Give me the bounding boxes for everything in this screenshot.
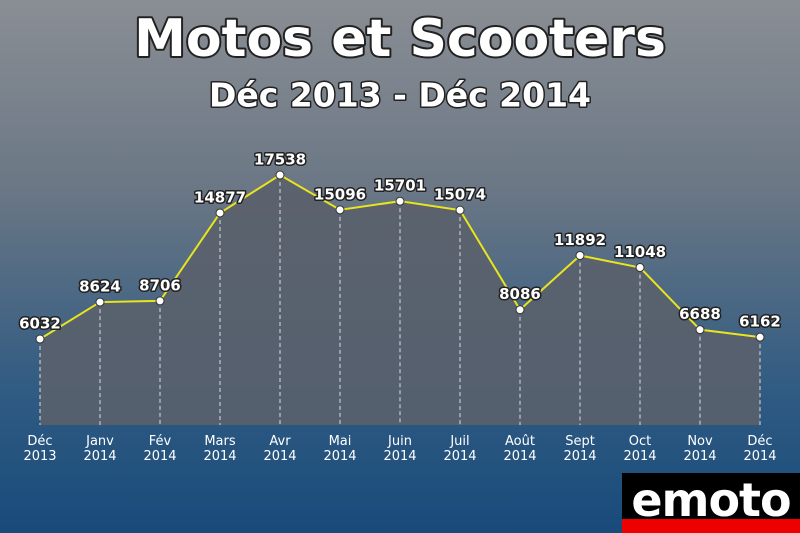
point [755,332,765,342]
x-tick-label: Déc 2013 [23,434,57,464]
x-tick-label: Fév 2014 [143,434,177,464]
value-label: 15074 [434,186,486,204]
value-label: 17538 [254,151,306,169]
logo: emoto [622,473,800,533]
value-label: 11048 [614,243,666,261]
chart-subtitle: Déc 2013 - Déc 2014 [209,76,591,115]
point [155,296,165,306]
point [515,305,525,315]
x-tick-label: Mai 2014 [323,434,357,464]
point [95,297,105,307]
x-tick-label: Juin 2014 [383,434,417,464]
chart-title: Motos et Scooters [134,9,666,69]
value-label: 6688 [679,305,721,323]
value-label: 8706 [139,276,181,294]
x-tick-label: Mars 2014 [203,434,237,464]
value-label: 8624 [79,278,121,296]
value-label: 15701 [374,177,426,195]
value-label: 11892 [554,231,606,249]
point [455,205,465,215]
logo-text: emoto [631,473,791,527]
x-tick-label: Juil 2014 [443,434,477,464]
value-label: 14877 [194,188,246,206]
logo-band [622,519,800,533]
point [335,205,345,215]
point [275,170,285,180]
x-tick-label: Déc 2014 [743,434,777,464]
value-label: 6032 [19,315,61,333]
point [395,196,405,206]
x-tick-label: Nov 2014 [683,434,717,464]
x-tick-label: Janv 2014 [83,434,117,464]
point [695,325,705,335]
x-tick-label: Avr 2014 [263,434,297,464]
value-label: 15096 [314,185,366,203]
value-label: 6162 [739,313,781,331]
point [215,208,225,218]
x-tick-label: Août 2014 [503,434,537,464]
point [575,250,585,260]
point [35,334,45,344]
value-label: 8086 [499,285,541,303]
x-tick-label: Sept 2014 [563,434,597,464]
point [635,263,645,273]
x-tick-label: Oct 2014 [623,434,657,464]
